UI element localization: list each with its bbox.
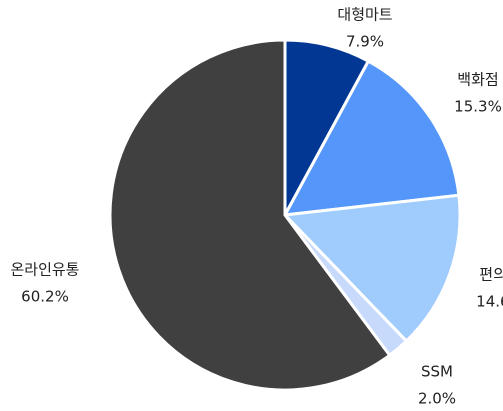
value-label: 14.6% <box>476 293 503 311</box>
value-label: 2.0% <box>418 390 456 408</box>
pie-slice <box>282 59 461 217</box>
value-label: 60.2% <box>21 288 69 306</box>
pie-slice <box>281 193 462 344</box>
slice-label: 백화점 <box>457 71 498 89</box>
slice-label: SSM <box>421 363 453 381</box>
value-label: 15.3% <box>454 98 502 116</box>
slice-label: 대형마트 <box>337 6 392 24</box>
slice-label: 온라인유통 <box>10 261 79 279</box>
slice-label: 편의점 <box>479 266 503 284</box>
pie-slice <box>108 38 392 392</box>
value-label: 7.9% <box>346 33 384 51</box>
